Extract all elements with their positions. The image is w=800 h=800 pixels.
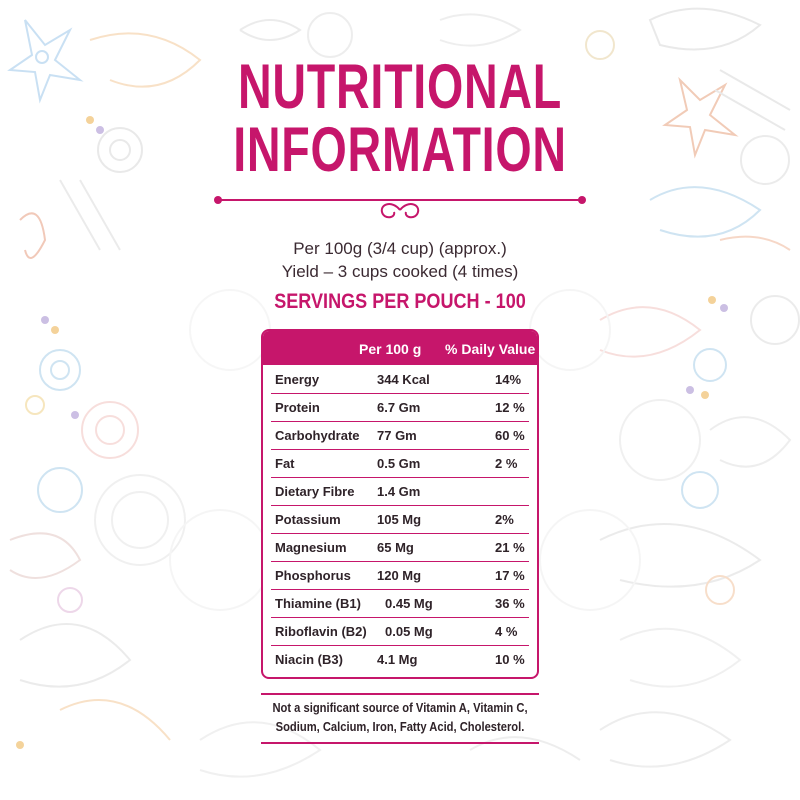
nutrient-name: Phosphorus: [275, 568, 351, 583]
footnote-divider-top: [261, 693, 539, 695]
nutrient-name: Carbohydrate: [275, 428, 360, 443]
nutrient-amount: 0.05 Mg: [385, 624, 433, 639]
nutrient-daily-value: 36 %: [495, 596, 525, 611]
table-row: Potassium 105 Mg 2%: [271, 506, 529, 534]
nutrient-daily-value: 12 %: [495, 400, 525, 415]
table-row: Dietary Fibre 1.4 Gm: [271, 478, 529, 506]
footnote-line-2: Sodium, Calcium, Iron, Fatty Acid, Chole…: [275, 719, 525, 734]
nutrition-table: Per 100 g % Daily Value Energy 344 Kcal …: [261, 329, 539, 679]
nutrient-name: Fat: [275, 456, 295, 471]
nutrient-amount: 6.7 Gm: [377, 400, 421, 415]
nutrient-name: Potassium: [275, 512, 341, 527]
nutrient-name: Magnesium: [275, 540, 347, 555]
nutrient-amount: 105 Mg: [377, 512, 422, 527]
nutrient-name: Protein: [275, 400, 320, 415]
footnote-divider-bottom: [261, 742, 539, 744]
yield-text: Yield – 3 cups cooked (4 times): [281, 262, 519, 281]
nutrient-name: Dietary Fibre: [275, 484, 355, 499]
nutrient-amount: 1.4 Gm: [377, 484, 421, 499]
nutrient-daily-value: 14%: [495, 372, 522, 387]
nutrient-name: Energy: [275, 372, 320, 387]
header-daily-value: % Daily Value: [445, 341, 536, 357]
table-row: Phosphorus 120 Mg 17 %: [271, 562, 529, 590]
table-row: Thiamine (B1) 0.45 Mg 36 %: [271, 590, 529, 618]
table-row: Riboflavin (B2) 0.05 Mg 4 %: [271, 618, 529, 646]
table-row: Niacin (B3) 4.1 Mg 10 %: [271, 646, 529, 674]
ornamental-divider: [214, 196, 586, 219]
table-row: Energy 344 Kcal 14%: [271, 366, 529, 394]
nutrient-daily-value: 17 %: [495, 568, 525, 583]
nutrient-amount: 0.45 Mg: [385, 596, 433, 611]
nutrient-name: Thiamine (B1): [275, 596, 361, 611]
nutrient-amount: 4.1 Mg: [377, 652, 418, 667]
nutrient-amount: 120 Mg: [377, 568, 422, 583]
nutrient-name: Niacin (B3): [275, 652, 343, 667]
serving-size: Per 100g (3/4 cup) (approx.): [293, 239, 507, 258]
nutrient-amount: 0.5 Gm: [377, 456, 421, 471]
servings-per-pouch: SERVINGS PER POUCH - 100: [274, 290, 526, 313]
nutrient-daily-value: 2%: [495, 512, 514, 527]
title-line-2: INFORMATION: [233, 115, 567, 185]
nutrient-daily-value: 2 %: [495, 456, 518, 471]
nutrient-amount: 344 Kcal: [377, 372, 430, 387]
footnote-line-1: Not a significant source of Vitamin A, V…: [272, 700, 528, 715]
nutrient-daily-value: 4 %: [495, 624, 518, 639]
table-header: Per 100 g % Daily Value: [263, 331, 537, 365]
nutrient-amount: 65 Mg: [377, 540, 414, 555]
nutrient-daily-value: 10 %: [495, 652, 525, 667]
nutrient-name: Riboflavin (B2): [275, 624, 367, 639]
nutrient-daily-value: 21 %: [495, 540, 525, 555]
nutrient-amount: 77 Gm: [377, 428, 417, 443]
table-row: Protein 6.7 Gm 12 %: [271, 394, 529, 422]
table-row: Fat 0.5 Gm 2 %: [271, 450, 529, 478]
nutrient-daily-value: 60 %: [495, 428, 525, 443]
table-row: Carbohydrate 77 Gm 60 %: [271, 422, 529, 450]
header-per-100g: Per 100 g: [359, 341, 422, 357]
table-row: Magnesium 65 Mg 21 %: [271, 534, 529, 562]
title-line-1: NUTRITIONAL: [237, 52, 563, 122]
